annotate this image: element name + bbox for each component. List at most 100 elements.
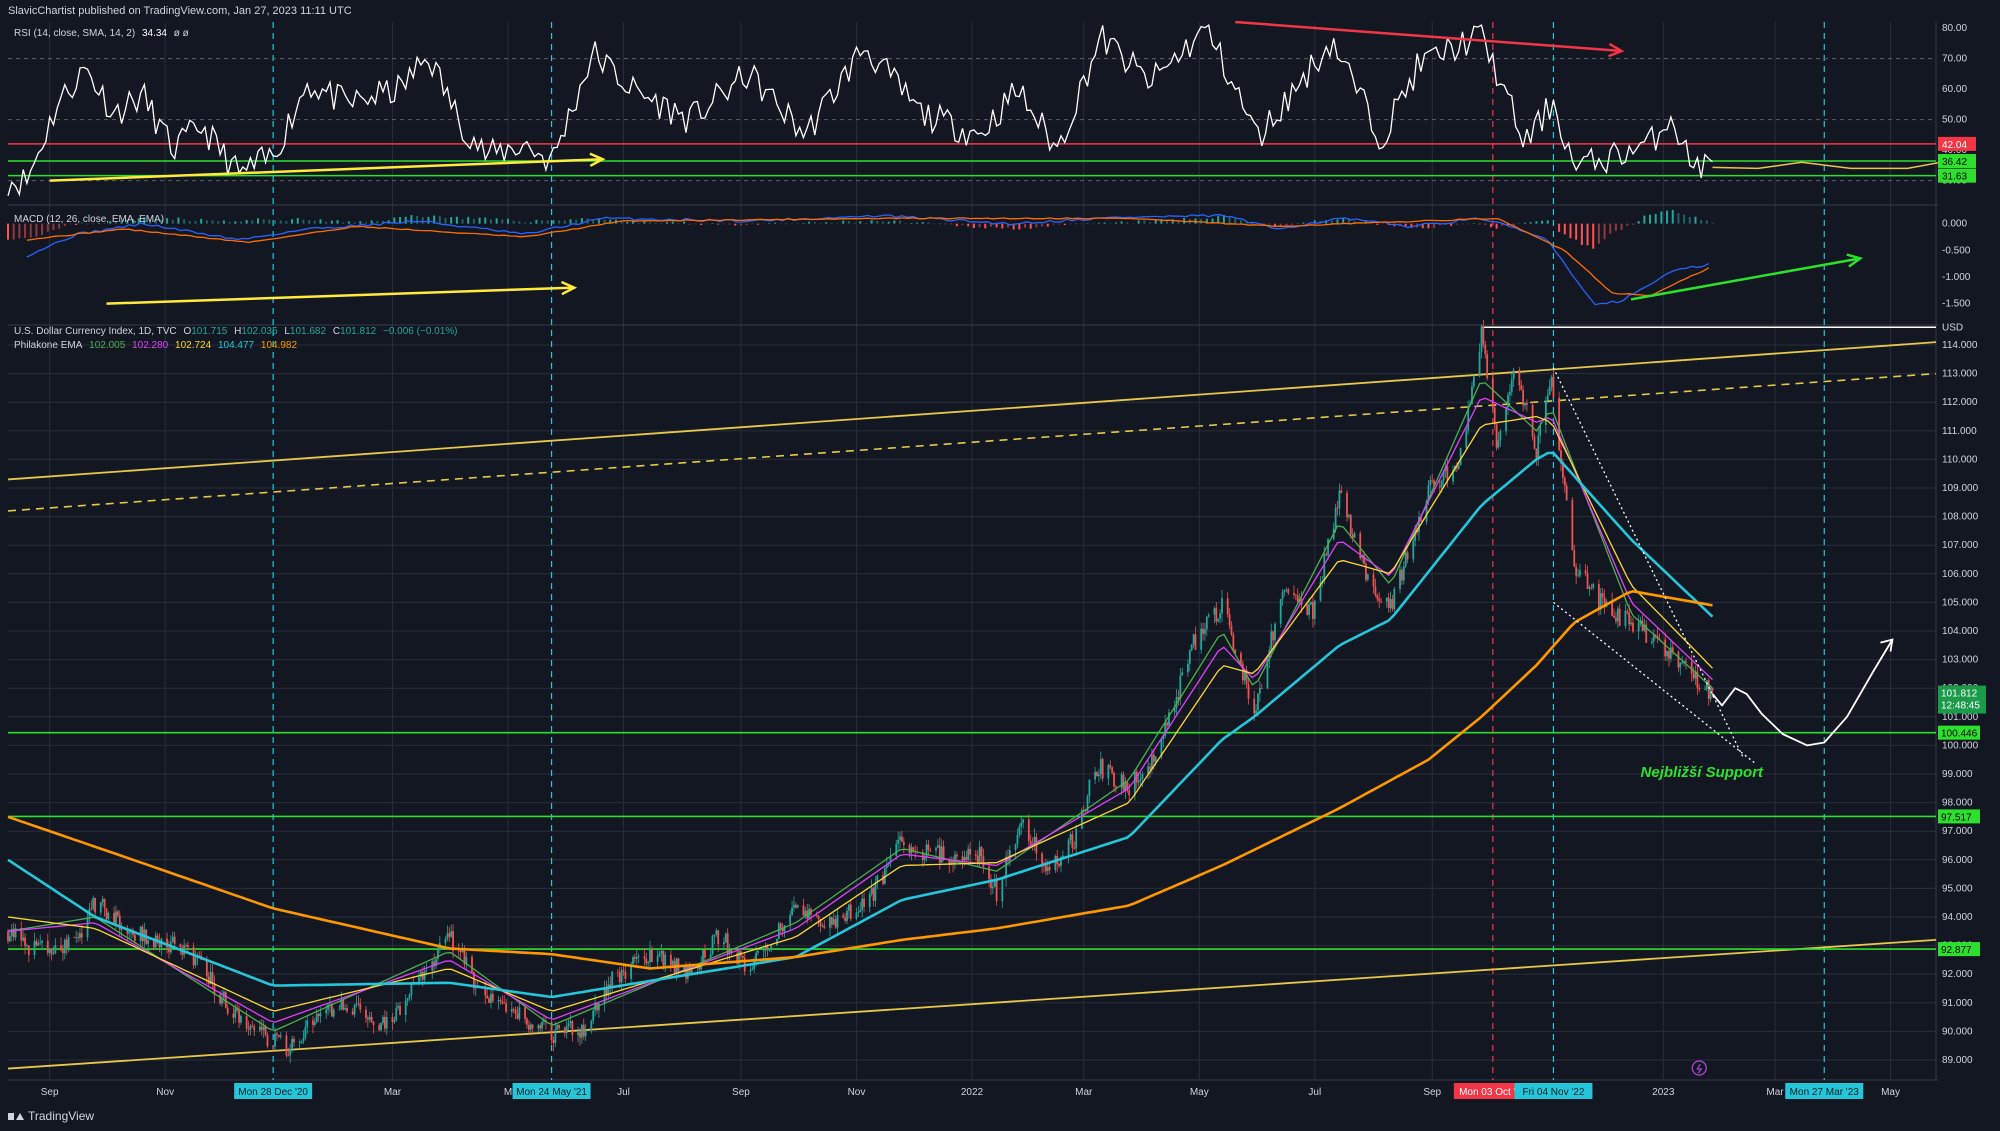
- price-tick-24: 90.000: [1942, 1026, 1973, 1037]
- candle: [1480, 324, 1483, 359]
- candle-body: [1628, 612, 1631, 625]
- candle-body: [1391, 599, 1394, 610]
- candle-body: [847, 904, 850, 911]
- candle-body: [1603, 597, 1606, 608]
- candle: [444, 936, 447, 947]
- candle-body: [844, 917, 847, 921]
- candle-body: [651, 949, 653, 962]
- candle-body: [1632, 622, 1634, 632]
- candle-body: [1677, 651, 1680, 668]
- macd-hist-bar: [1239, 220, 1242, 224]
- candle-body: [1668, 651, 1670, 659]
- macd-hist-bar: [1478, 223, 1481, 225]
- candle: [656, 949, 659, 969]
- candle: [658, 950, 661, 958]
- macd-hist-bar: [211, 220, 214, 224]
- candle: [1656, 627, 1659, 644]
- macd-hist-bar: [791, 223, 794, 225]
- candle-body: [1228, 614, 1231, 626]
- candle: [48, 947, 51, 957]
- main-legend[interactable]: U.S. Dollar Currency Index, 1D, TVC O101…: [14, 326, 462, 337]
- candle: [298, 1039, 301, 1049]
- macd-histogram: [7, 210, 1714, 249]
- rsi-level-label-2: 31.63: [1942, 172, 1967, 183]
- candle-body: [1563, 477, 1566, 486]
- candle-body: [690, 967, 693, 973]
- candle-body: [923, 857, 926, 861]
- candle: [1054, 854, 1057, 873]
- macd-hist-bar: [1558, 223, 1561, 232]
- price-tick-3: 111.000: [1942, 426, 1977, 437]
- candle-body: [938, 845, 941, 863]
- candle: [1618, 603, 1621, 627]
- candle-body: [1565, 485, 1568, 501]
- rsi-legend[interactable]: RSI (14, close, SMA, 14, 2) 34.34 ø ø: [14, 28, 193, 39]
- candle-body: [39, 942, 42, 944]
- candle-body: [406, 998, 409, 1001]
- candle-body: [974, 854, 977, 856]
- candle-body: [1472, 376, 1475, 387]
- price-tick-9: 105.000: [1942, 597, 1979, 608]
- candle: [1120, 771, 1123, 795]
- candle-body: [1120, 774, 1123, 788]
- candle: [1535, 448, 1538, 466]
- candle: [1493, 405, 1496, 431]
- candle-body: [1372, 574, 1375, 587]
- macd-hist-bar: [1171, 219, 1174, 224]
- candle-body: [577, 1032, 579, 1036]
- candle-body: [1073, 847, 1076, 849]
- macd-hist-bar: [291, 219, 294, 224]
- ema-line-3: [7, 415, 1713, 1012]
- candle-body: [1281, 592, 1284, 599]
- candle-body: [529, 1024, 532, 1030]
- candle-body: [395, 1007, 398, 1021]
- macd-hist-bar: [1506, 223, 1509, 226]
- candle-body: [168, 947, 170, 953]
- candle: [579, 1028, 581, 1046]
- candle-body: [950, 861, 953, 865]
- time-tick-10: Jul: [1308, 1087, 1321, 1098]
- candle-body: [1692, 673, 1695, 679]
- candle: [79, 928, 81, 942]
- candle-body: [404, 1000, 407, 1016]
- macd-hist-bar: [603, 219, 606, 224]
- candle: [1677, 650, 1680, 672]
- macd-hist-bar: [12, 223, 15, 240]
- candle: [1548, 379, 1551, 396]
- candle-body: [1452, 470, 1454, 482]
- candle-body: [372, 1021, 375, 1026]
- candle-body: [166, 938, 168, 948]
- candle: [1544, 396, 1547, 434]
- macd-hist-bar: [1347, 218, 1350, 224]
- candle-body: [1005, 856, 1007, 879]
- candle-body: [993, 879, 996, 887]
- candle-body: [1096, 771, 1098, 777]
- candle: [490, 989, 492, 1009]
- macd-hist-bar: [575, 219, 578, 224]
- macd-hist-bar: [1018, 223, 1021, 230]
- macd-hist-bar: [200, 218, 203, 224]
- candle: [1126, 780, 1129, 793]
- candle-body: [207, 976, 210, 984]
- ema-legend[interactable]: Philakone EMA 102.005 102.280 102.724 10…: [14, 340, 301, 351]
- candle-body: [683, 965, 686, 971]
- candle-body: [1389, 599, 1392, 609]
- candle-body: [637, 956, 640, 957]
- macd-hist-bar: [1631, 223, 1634, 225]
- candle: [488, 996, 490, 1004]
- macd-hist-bar: [1637, 221, 1640, 224]
- candle-body: [1285, 589, 1288, 590]
- candle: [925, 839, 928, 862]
- macd-legend[interactable]: MACD (12, 26, close, EMA, EMA): [14, 214, 165, 225]
- candle-body: [355, 1003, 358, 1005]
- candle-body: [1455, 466, 1458, 469]
- candle: [1234, 648, 1237, 654]
- candle: [779, 922, 782, 935]
- candle-body: [1533, 436, 1536, 449]
- candle-body: [315, 1013, 318, 1023]
- tradingview-footer[interactable]: TradingView: [8, 1109, 94, 1123]
- candle: [1213, 606, 1216, 623]
- candle-body: [1573, 550, 1576, 567]
- date-badge-label-3: Fri 04 Nov '22: [1522, 1087, 1584, 1098]
